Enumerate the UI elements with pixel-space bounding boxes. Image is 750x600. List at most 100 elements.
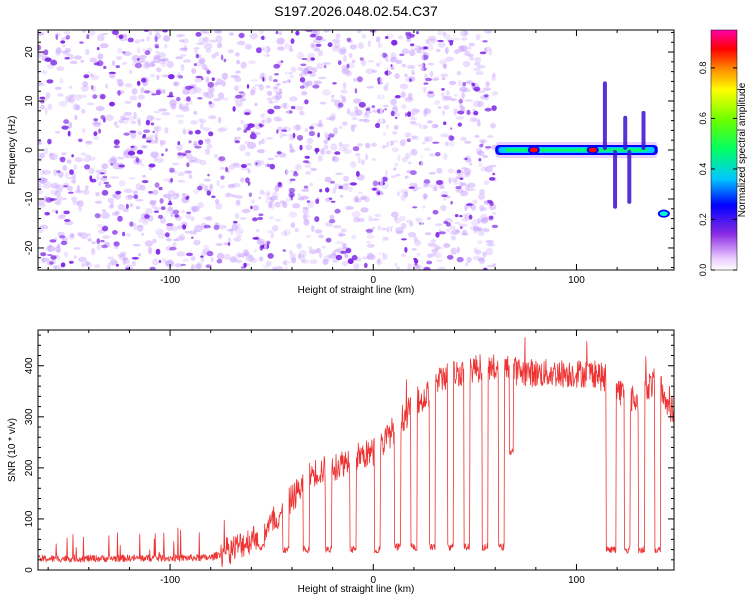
spectrogram-noise-speckle (491, 224, 499, 229)
spectrogram-noise-haze (110, 202, 114, 208)
spectrogram-noise-haze (142, 48, 146, 52)
spectrogram-noise-haze (391, 147, 399, 153)
spectrogram-noise-haze (360, 196, 366, 201)
spectrogram-noise-haze (297, 197, 305, 201)
spectrogram-noise-haze (235, 100, 244, 107)
spectrogram-noise-haze (462, 229, 467, 235)
spectrogram-noise-haze (408, 92, 413, 100)
spectrogram-noise-haze (82, 128, 86, 134)
spectrogram-noise-haze (459, 190, 469, 197)
spectrogram-noise-speckle (152, 130, 155, 134)
spectrogram-noise-haze (111, 193, 117, 198)
spectrogram-noise-haze (97, 224, 103, 228)
spectrogram-noise-haze (41, 257, 46, 264)
spectrogram-noise-haze (48, 152, 54, 157)
spectrogram-noise-speckle (137, 102, 142, 108)
spectrogram-noise-speckle (290, 38, 295, 44)
spectrogram-noise-speckle (338, 102, 344, 108)
spectrogram-noise-haze (463, 140, 472, 144)
spectrogram-noise-haze (140, 87, 145, 94)
spectrogram-noise-haze (105, 83, 109, 89)
spectrogram-noise-haze (355, 109, 363, 116)
spectrogram-noise-haze (332, 225, 342, 229)
spectrogram-noise-haze (475, 33, 481, 41)
spectrogram-noise-haze (142, 220, 148, 226)
spectrogram-noise-speckle (130, 145, 135, 148)
spectrogram-noise-haze (70, 233, 75, 238)
spectrogram-noise-speckle (352, 146, 360, 152)
spectrogram-noise-haze (317, 123, 324, 128)
spectrogram-noise-haze (277, 118, 284, 122)
spectrogram-noise-haze (47, 64, 55, 69)
spectrogram-noise-haze (160, 139, 167, 146)
spectrogram-noise-haze (101, 32, 109, 36)
snr-x-tick-label: 100 (568, 575, 585, 586)
spectrogram-noise-haze (290, 149, 296, 153)
spectrogram-noise-speckle (491, 105, 497, 111)
spectrogram-noise-speckle (115, 263, 119, 267)
spectrogram-noise-haze (448, 177, 452, 184)
spectrogram-noise-haze (117, 203, 125, 211)
spectrogram-noise-haze (432, 187, 438, 192)
spectrogram-noise-haze (233, 86, 238, 91)
spectrogram-noise-haze (480, 207, 488, 211)
spectrogram-noise-speckle (354, 88, 358, 94)
spectrogram-noise-speckle (122, 231, 126, 237)
spectrogram-noise-speckle (92, 94, 98, 99)
spectrogram-noise-haze (465, 184, 471, 192)
spectrogram-noise-speckle (305, 30, 313, 33)
spectrogram-noise-haze (259, 189, 265, 195)
spectrogram-noise-haze (206, 215, 213, 222)
spectrogram-y-tick-label: 0 (24, 147, 35, 153)
spectrogram-noise-haze (463, 168, 472, 176)
spectrogram-noise-haze (478, 149, 483, 157)
spectrogram-noise-haze (181, 106, 190, 112)
spectrogram-noise-haze (431, 78, 440, 81)
spectrogram-noise-haze (141, 163, 145, 167)
spectrogram-noise-haze (200, 119, 207, 124)
spectrogram-noise-haze (471, 219, 480, 227)
spectrogram-noise-haze (142, 174, 147, 178)
spectrogram-noise-speckle (289, 178, 296, 182)
spectrogram-noise-haze (274, 154, 280, 158)
spectrogram-noise-haze (247, 169, 251, 174)
spectrogram-noise-haze (122, 257, 129, 261)
snr-x-tick-label: -100 (160, 575, 180, 586)
spectrogram-noise-speckle (310, 57, 315, 61)
spectrogram-noise-haze (304, 128, 308, 133)
spectrogram-noise-haze (240, 167, 250, 171)
spectrogram-noise-haze (82, 81, 89, 87)
spectrogram-noise-haze (485, 247, 494, 256)
spectrogram-noise-speckle (38, 44, 42, 51)
spectrogram-noise-haze (412, 185, 418, 192)
spectrogram-noise-speckle (154, 182, 160, 188)
spectrogram-noise-haze (454, 94, 458, 97)
spectrogram-noise-haze (414, 239, 422, 246)
spectrogram-noise-haze (412, 109, 422, 113)
spectrogram-noise-speckle (84, 164, 91, 170)
spectrogram-noise-haze (465, 262, 469, 267)
spectrogram-noise-haze (87, 238, 92, 242)
spectrogram-noise-haze (310, 123, 320, 126)
spectrogram-noise-haze (443, 153, 448, 160)
spectrogram-noise-haze (137, 253, 142, 257)
spectrogram-noise-haze (308, 249, 318, 255)
spectrogram-noise-haze (339, 94, 344, 99)
spectrogram-noise-speckle (247, 181, 251, 186)
spectrogram-noise-haze (444, 141, 450, 147)
spectrogram-noise-haze (435, 223, 443, 227)
spectrogram-noise-haze (153, 30, 162, 33)
spectrogram-noise-haze (97, 34, 105, 42)
spectrogram-noise-haze (74, 94, 82, 101)
spectrogram-noise-speckle (161, 153, 164, 157)
spectrogram-noise-haze (189, 205, 198, 212)
snr-frame (37, 329, 675, 571)
spectrogram-noise-haze (300, 254, 306, 262)
spectrogram-noise-speckle (181, 152, 187, 157)
spectrogram-noise-haze (153, 110, 161, 114)
spectrogram-noise-speckle (99, 172, 105, 175)
spectrogram-noise-haze (375, 36, 381, 43)
spectrogram-noise-haze (365, 142, 371, 149)
spectrogram-noise-speckle (184, 150, 192, 154)
spectrogram-x-tick-label: 100 (568, 275, 585, 286)
